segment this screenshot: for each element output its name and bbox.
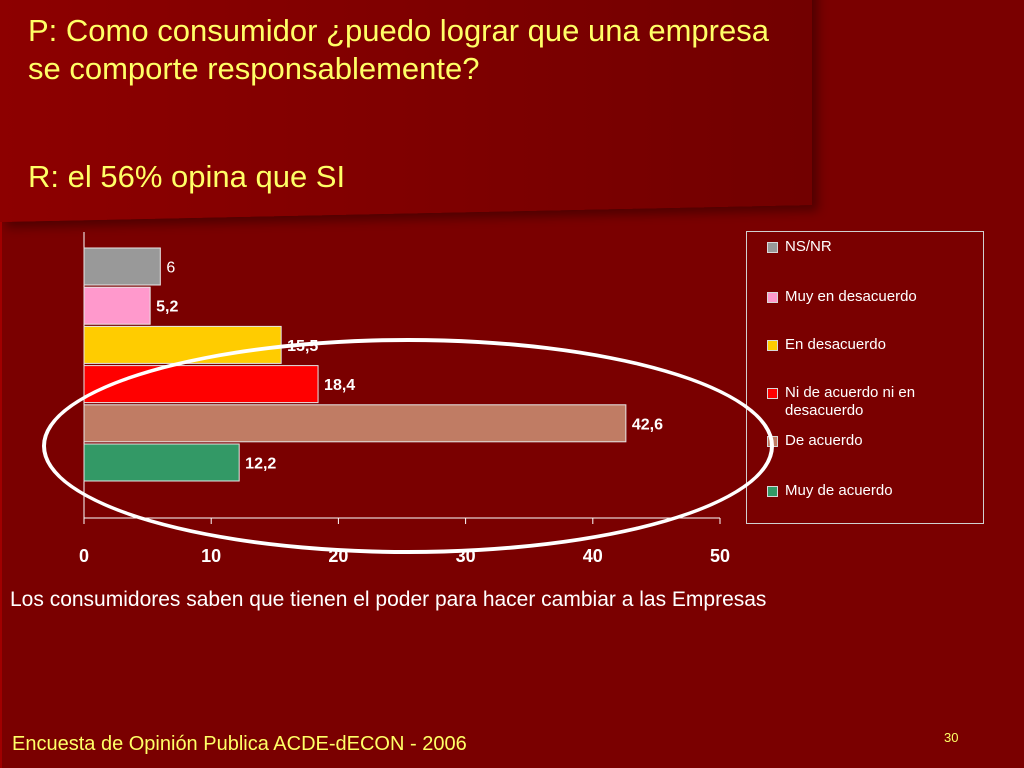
highlight-ellipse xyxy=(42,338,774,554)
bar-ns-nr xyxy=(83,247,161,286)
question-line-1: P: Como consumidor ¿puedo lograr que una… xyxy=(28,13,769,48)
x-tick-label: 40 xyxy=(583,546,603,566)
legend-label: Ni de acuerdo ni en desacuerdo xyxy=(785,384,916,419)
x-tick-label: 50 xyxy=(710,546,730,566)
legend-label: En desacuerdo xyxy=(785,336,886,353)
bar-value-label: 6 xyxy=(166,260,175,277)
question-line-2: se comporte responsablemente? xyxy=(28,51,480,86)
answer-text: R: el 56% opina que SI xyxy=(28,159,346,194)
conclusion-text: Los consumidores saben que tienen el pod… xyxy=(10,588,767,611)
legend-label: Muy en desacuerdo xyxy=(785,288,917,305)
legend-item: Ni de acuerdo ni en desacuerdo xyxy=(767,384,975,420)
chart-legend: NS/NR Muy en desacuerdo En desacuerdo Ni de… xyxy=(746,231,984,524)
legend-item: Muy en desacuerdo xyxy=(767,288,975,306)
legend-swatch xyxy=(767,486,778,497)
legend-item: En desacuerdo xyxy=(767,336,975,354)
question-title: P: Como consumidor ¿puedo lograr que una… xyxy=(28,12,808,88)
legend-swatch xyxy=(767,242,778,253)
legend-swatch xyxy=(767,340,778,351)
page-number: 30 xyxy=(944,730,959,745)
legend-label: De acuerdo xyxy=(785,432,863,449)
footer-source: Encuesta de Opinión Publica ACDE-dECON -… xyxy=(12,733,467,755)
legend-swatch xyxy=(767,292,778,303)
legend-item: Muy de acuerdo xyxy=(767,482,975,500)
x-tick-label: 0 xyxy=(79,546,89,566)
legend-item: NS/NR xyxy=(767,238,975,256)
legend-label: NS/NR xyxy=(785,238,832,255)
x-tick-label: 10 xyxy=(201,546,221,566)
legend-label: Muy de acuerdo xyxy=(785,482,893,499)
bar-value-label: 5,2 xyxy=(156,299,178,316)
left-divider xyxy=(0,222,2,768)
legend-item: De acuerdo xyxy=(767,432,975,450)
bar-muy-en-desacuerdo xyxy=(83,286,151,325)
legend-swatch xyxy=(767,388,778,399)
